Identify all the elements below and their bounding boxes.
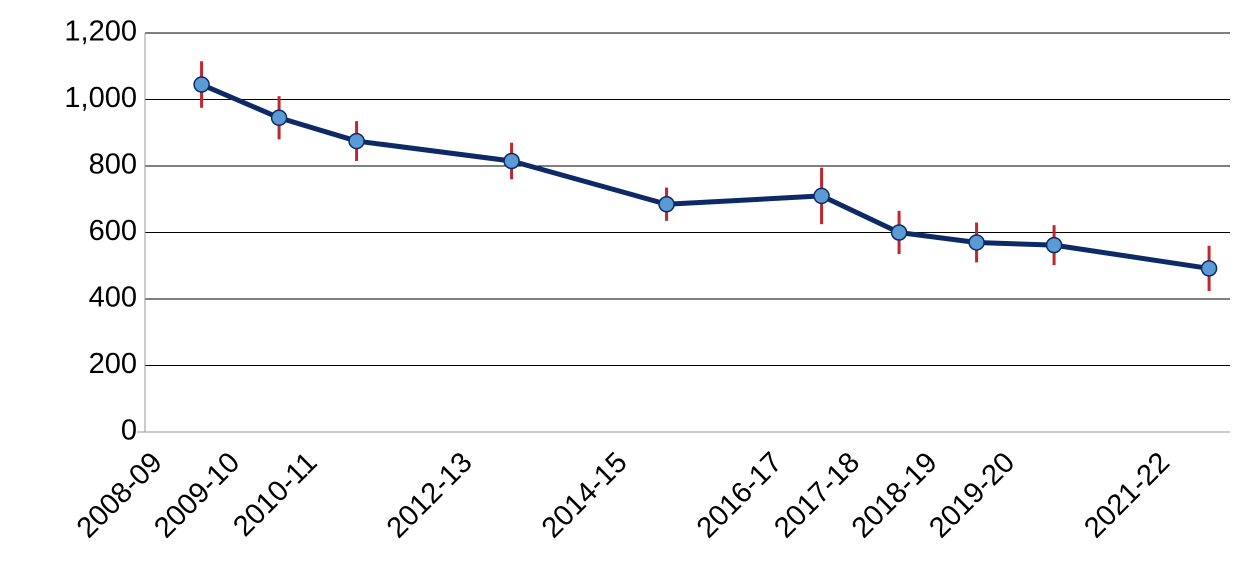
marker xyxy=(270,109,288,127)
marker xyxy=(890,224,908,241)
y-tick-label: 200 xyxy=(89,348,137,380)
x-tick-label: 2018-19 xyxy=(846,446,944,544)
x-tick-label: 2008-09 xyxy=(71,446,169,544)
x-tick-label: 2012-13 xyxy=(381,446,479,544)
x-tick-label: 2021-22 xyxy=(1078,446,1176,544)
marker xyxy=(1200,260,1218,277)
x-tick-label: 2019-20 xyxy=(923,446,1021,544)
marker xyxy=(503,152,520,170)
y-tick-label: 400 xyxy=(89,282,137,314)
marker xyxy=(348,132,365,150)
marker xyxy=(193,76,210,93)
y-tick-label: 800 xyxy=(89,149,137,181)
y-tick-label: 1,200 xyxy=(64,16,137,48)
y-tick-label: 600 xyxy=(89,215,137,247)
marker xyxy=(1045,236,1063,254)
x-tick-label: 2010-11 xyxy=(227,446,323,542)
line xyxy=(200,82,1210,271)
y-tick-label: 0 xyxy=(121,415,137,447)
marker xyxy=(968,234,985,251)
marker xyxy=(658,195,675,213)
x-tick-label: 2009-10 xyxy=(148,446,246,544)
x-tick-label: 2017-18 xyxy=(768,446,866,544)
x-tick-label: 2016-17 xyxy=(691,446,789,544)
y-tick-label: 1,000 xyxy=(64,82,137,114)
x-tick-label: 2014-15 xyxy=(536,446,634,544)
marker xyxy=(813,187,830,205)
